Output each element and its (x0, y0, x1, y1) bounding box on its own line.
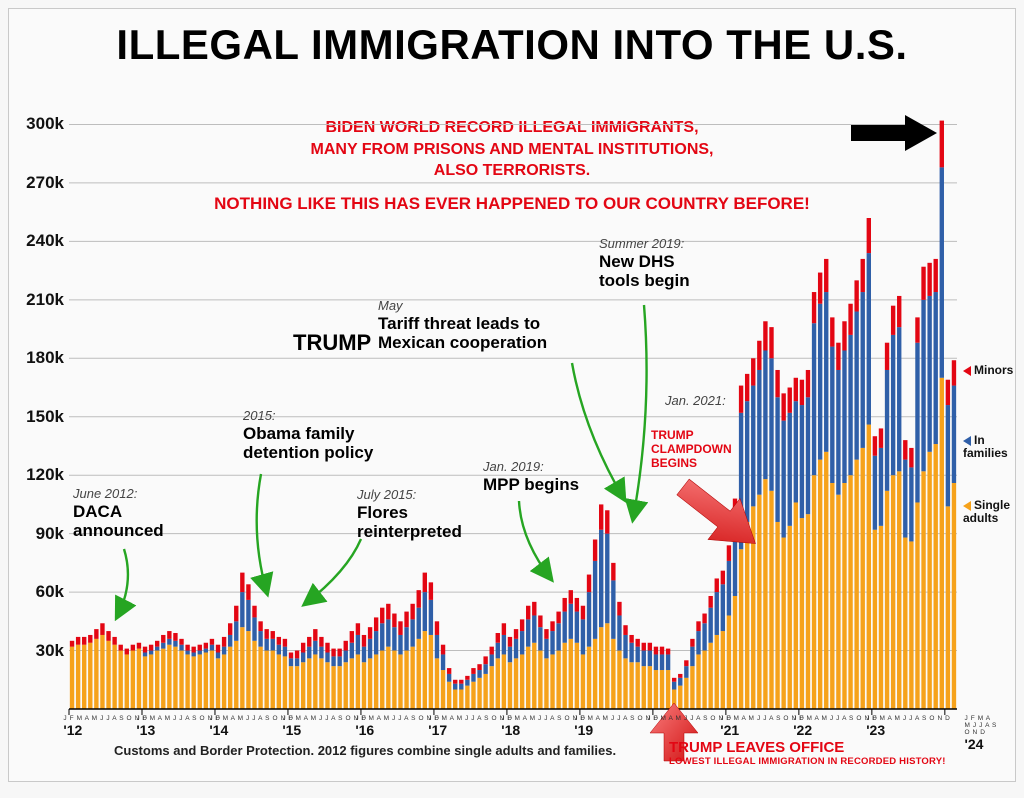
x-tick-year: J F M A M J J A S O N D'18 (501, 715, 585, 738)
legend-single-adults: Singleadults (963, 499, 1010, 525)
trump-label: TRUMP (293, 330, 371, 355)
footer-sub: LOWEST ILLEGAL IMMIGRATION IN RECORDED H… (669, 757, 946, 767)
black-arrow-icon (851, 115, 937, 151)
annotation-obama: 2015:Obama familydetention policy (243, 409, 373, 463)
x-tick-year: J F M A M J J A S O N D'14 (209, 715, 293, 738)
y-tick-label: 270k (26, 173, 64, 193)
y-tick-label: 90k (36, 524, 64, 544)
y-tick-label: 120k (26, 465, 64, 485)
annotation-mpp: Jan. 2019:MPP begins (483, 460, 579, 494)
footer-trump-leaves: TRUMP LEAVES OFFICE LOWEST ILLEGAL IMMIG… (669, 740, 946, 767)
y-tick-label: 240k (26, 231, 64, 251)
source-caption: Customs and Border Protection. 2012 figu… (114, 743, 616, 758)
x-tick-year: J F M A M J J A S O N D'22 (793, 715, 877, 738)
y-tick-label: 210k (26, 290, 64, 310)
y-tick-label: 300k (26, 114, 64, 134)
x-tick-year: J F M A M J J A S O N D'21 (720, 715, 804, 738)
x-tick-year: J F M A M J J A S O N D'15 (282, 715, 366, 738)
chart-frame: ILLEGAL IMMIGRATION INTO THE U.S. BIDEN … (8, 8, 1016, 782)
annotation-tariff: MayTariff threat leads toMexican coopera… (378, 299, 547, 353)
trump-clampdown-label: TRUMPCLAMPDOWNBEGINS (651, 429, 732, 470)
legend-in-families: Infamilies (963, 434, 1008, 460)
annotation-dhs: Summer 2019:New DHStools begin (599, 237, 690, 291)
footer-main: TRUMP LEAVES OFFICE (669, 739, 844, 756)
legend-minors: Minors (963, 364, 1013, 377)
x-tick-year: J F M A M J J A S O N D'23 (866, 715, 950, 738)
red-arrow-clampdown (667, 467, 772, 565)
y-tick-label: 150k (26, 407, 64, 427)
annotation-jan2021: Jan. 2021: (665, 394, 726, 409)
x-tick-year: J F M A M J J A S O N D'19 (574, 715, 658, 738)
stacked-bar-chart (9, 9, 1016, 782)
x-tick-year: J F M A M J J A S O N D'12 (63, 715, 147, 738)
x-tick-year: J F M A M J J A S O N D'16 (355, 715, 439, 738)
x-tick-year: J F M A M J J A S O N D'24 (964, 715, 998, 752)
annotation-daca: June 2012:DACAannounced (73, 487, 164, 541)
annotation-flores: July 2015:Floresreinterpreted (357, 488, 462, 542)
x-tick-year: J F M A M J J A S O N D'17 (428, 715, 512, 738)
y-tick-label: 180k (26, 348, 64, 368)
x-tick-year: J F M A M J J A S O N D'13 (136, 715, 220, 738)
y-tick-label: 60k (36, 582, 64, 602)
x-tick-year: J F M A M J J A S O N D (647, 715, 731, 722)
y-tick-label: 30k (36, 641, 64, 661)
